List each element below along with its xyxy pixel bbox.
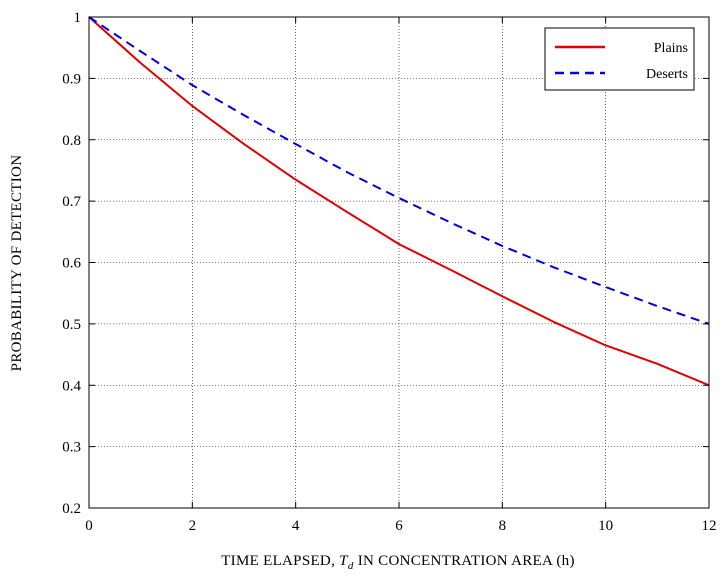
y-tick-label: 1 [74,10,82,26]
legend-box [544,27,695,91]
y-axis-title: PROBABILITY OF DETECTION [9,155,25,372]
y-tick-label: 0.3 [62,440,81,456]
x-axis-title-subscript: d [348,560,354,571]
series-line-plains [88,16,710,387]
y-tick-label: 0.4 [62,378,81,394]
y-tick-label: 0.8 [62,133,81,149]
x-tick-label: 6 [395,518,403,534]
x-tick-label: 2 [189,518,197,534]
series-layer [88,16,710,387]
x-tick-label: 0 [85,518,93,534]
series-line-deserts [88,16,710,325]
axes [88,16,710,509]
x-axis-title-after: IN CONCENTRATION AREA (h) [354,553,575,569]
x-tick-label: 12 [702,518,717,534]
x-axis-title: TIME ELAPSED, Td IN CONCENTRATION AREA (… [221,553,575,571]
y-tick-label: 0.9 [62,71,81,87]
x-axis-title-symbol: T [339,553,349,569]
y-tick-label: 0.5 [62,317,81,333]
x-tick-label: 10 [598,518,613,534]
tick-labels: 0 2 4 6 8 10 12 0.2 0.3 0.4 0.5 0.6 0.7 0.8 0.9 1 [62,10,716,534]
y-tick-label: 0.7 [62,194,81,210]
legend: Plains Deserts [544,27,695,91]
y-tick-label: 0.6 [62,256,81,272]
legend-label-plains: Plains [654,41,688,56]
grid [89,17,709,508]
legend-label-deserts: Deserts [646,67,688,82]
x-tick-label: 8 [499,518,507,534]
y-tick-label: 0.2 [62,501,81,517]
x-tick-label: 4 [292,518,300,534]
x-axis-title-before: TIME ELAPSED, [221,553,339,569]
